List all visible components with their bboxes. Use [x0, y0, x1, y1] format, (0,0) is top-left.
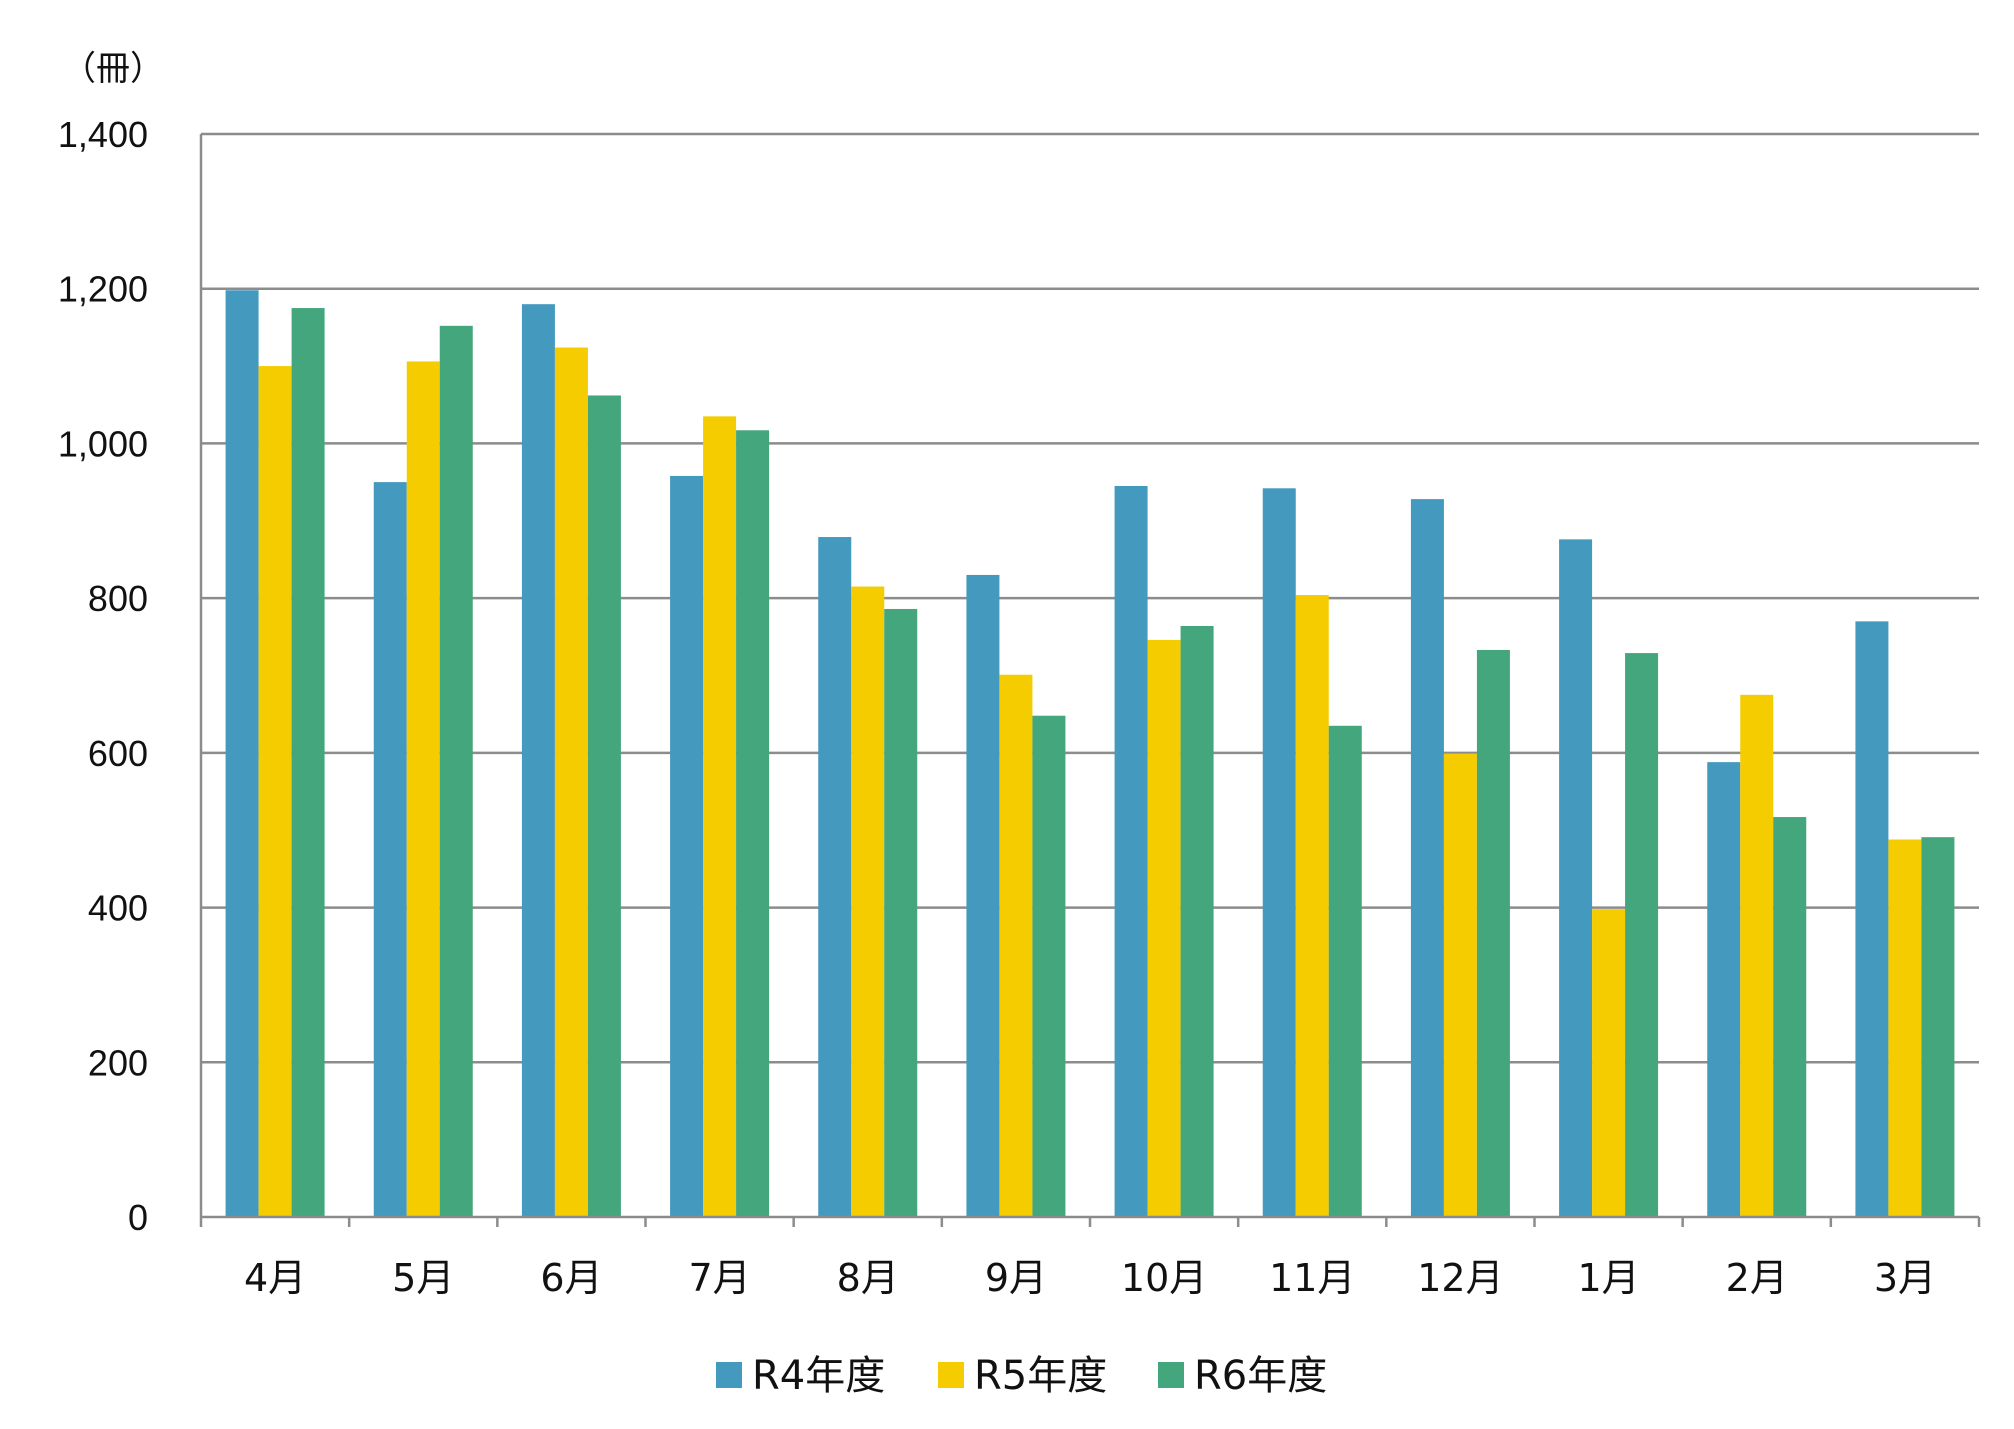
axes [199, 134, 1981, 1227]
bar [999, 674, 1033, 1217]
bar [439, 325, 473, 1217]
bar [1773, 817, 1807, 1217]
bar [1707, 762, 1741, 1217]
bar [258, 366, 292, 1218]
grid-lines [201, 132, 1979, 1064]
bar [1180, 625, 1214, 1217]
bar [966, 574, 1000, 1217]
x-tick-labels: 4月 5月 6月 7月 8月 9月 10月 11月 12月 1月 2月 3月 [244, 1256, 1936, 1300]
bar [1443, 753, 1477, 1217]
x-tick-label: 4月 [244, 1256, 306, 1300]
bar [1410, 499, 1444, 1217]
x-tick-label: 5月 [392, 1256, 454, 1300]
x-tick-label: 11月 [1269, 1256, 1355, 1300]
legend-label: R6年度 [1194, 1353, 1327, 1399]
legend-label: R5年度 [974, 1353, 1107, 1399]
bar [1114, 485, 1148, 1218]
bar [1262, 488, 1296, 1217]
bar [1476, 649, 1510, 1217]
bar [1740, 694, 1774, 1217]
y-tick-label: 400 [88, 888, 148, 929]
x-tick-label: 7月 [688, 1256, 750, 1300]
bar [225, 290, 259, 1217]
bar [291, 308, 325, 1217]
bar [406, 361, 440, 1217]
bar [1032, 715, 1066, 1217]
y-tick-label: 600 [88, 733, 148, 774]
y-tick-label: 1,400 [58, 114, 148, 155]
legend-swatch [938, 1362, 964, 1388]
bar [1855, 621, 1889, 1217]
legend-swatch [716, 1362, 742, 1388]
x-tick-label: 9月 [985, 1256, 1047, 1300]
bar [736, 430, 770, 1218]
x-tick-label: 1月 [1577, 1256, 1639, 1300]
y-tick-label: 800 [88, 578, 148, 619]
bar [670, 475, 704, 1217]
y-tick-label: 0 [128, 1197, 148, 1238]
legend-swatch [1158, 1362, 1184, 1388]
bar [1625, 653, 1659, 1217]
y-unit-label: （冊） [62, 49, 164, 89]
bar [554, 347, 588, 1217]
y-tick-labels: 0 200 400 600 800 1,000 1,200 1,400 [58, 114, 148, 1238]
bar [587, 395, 621, 1217]
bar [1295, 595, 1329, 1217]
y-tick-label: 1,000 [58, 423, 148, 464]
x-tick-label: 2月 [1726, 1256, 1788, 1300]
x-tick-label: 12月 [1417, 1256, 1503, 1300]
bar [1559, 539, 1593, 1217]
y-tick-label: 1,200 [58, 269, 148, 310]
x-tick-label: 10月 [1121, 1256, 1207, 1300]
legend: R4年度 R5年度 R6年度 [716, 1353, 1327, 1399]
bar [1328, 725, 1362, 1217]
bar [1147, 639, 1181, 1217]
bar [703, 416, 737, 1217]
bar [1888, 839, 1922, 1217]
x-tick-label: 6月 [540, 1256, 602, 1300]
legend-label: R4年度 [752, 1353, 885, 1399]
bar [373, 482, 407, 1217]
x-tick-label: 8月 [837, 1256, 899, 1300]
bar [1921, 837, 1955, 1217]
bars [225, 290, 1955, 1218]
bar [521, 304, 555, 1218]
x-tick-label: 3月 [1874, 1256, 1936, 1300]
bar [818, 537, 852, 1217]
bar [851, 586, 885, 1217]
bar [1592, 909, 1626, 1217]
y-tick-label: 200 [88, 1042, 148, 1083]
bar [884, 608, 918, 1217]
